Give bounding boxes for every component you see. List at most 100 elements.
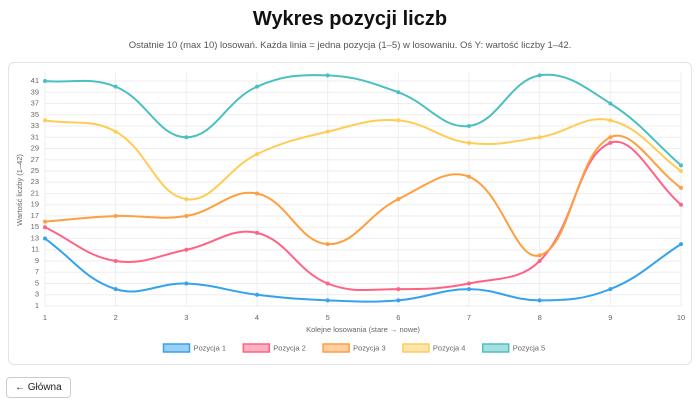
y-tick-label: 21 xyxy=(31,188,39,197)
data-point xyxy=(467,174,471,179)
data-point xyxy=(43,219,47,224)
data-point xyxy=(184,197,189,202)
y-tick-label: 13 xyxy=(31,233,39,242)
y-tick-label: 35 xyxy=(31,110,39,119)
data-point xyxy=(113,259,118,264)
x-tick-label: 5 xyxy=(326,313,330,322)
y-tick-label: 31 xyxy=(31,132,39,141)
data-point xyxy=(396,118,401,123)
x-tick-label: 3 xyxy=(184,313,188,322)
legend-swatch xyxy=(402,343,430,353)
x-tick-label: 8 xyxy=(538,313,542,322)
data-point xyxy=(467,287,471,292)
data-point xyxy=(255,191,259,196)
data-point xyxy=(467,124,471,129)
data-point xyxy=(396,197,401,202)
series-line xyxy=(44,237,682,303)
data-point xyxy=(396,298,401,303)
y-tick-label: 3 xyxy=(35,290,39,299)
data-point xyxy=(467,281,471,286)
y-tick-label: 1 xyxy=(35,301,39,310)
data-point xyxy=(43,79,47,84)
data-point xyxy=(608,140,613,145)
series-line xyxy=(44,134,682,257)
x-axis-label: Kolejne losowania (stare → nowe) xyxy=(306,325,420,334)
data-point xyxy=(43,225,47,230)
y-tick-label: 5 xyxy=(35,278,39,287)
legend-swatch xyxy=(481,343,510,353)
data-point xyxy=(113,84,118,89)
subtitle: Ostatnie 10 (max 10) losowań. Każda lini… xyxy=(128,40,572,51)
data-point xyxy=(679,163,683,168)
data-point xyxy=(537,259,542,264)
x-tick-label: 10 xyxy=(677,313,685,322)
data-point xyxy=(325,73,330,78)
legend-swatch xyxy=(162,343,191,353)
data-point xyxy=(255,84,259,89)
data-point xyxy=(608,101,613,106)
y-tick-label: 27 xyxy=(31,155,39,164)
data-point xyxy=(467,140,471,145)
data-point xyxy=(255,152,259,157)
legend-label: Pozycja 5 xyxy=(513,343,546,352)
x-tick-label: 7 xyxy=(467,313,471,322)
data-point xyxy=(679,185,683,190)
x-tick-label: 9 xyxy=(608,313,612,322)
data-point xyxy=(43,118,47,123)
data-point xyxy=(608,118,613,123)
legend-swatch xyxy=(322,343,350,353)
data-point xyxy=(537,135,542,140)
x-tick-label: 1 xyxy=(43,313,47,322)
y-tick-label: 39 xyxy=(31,87,39,96)
chart: Wartość liczby (1–42) Kolejne losowania … xyxy=(15,71,685,353)
y-tick-label: 15 xyxy=(31,222,39,231)
y-tick-label: 29 xyxy=(31,144,39,153)
legend-label: Pozycja 3 xyxy=(353,343,386,352)
back-button[interactable]: ← Główna xyxy=(6,377,71,398)
data-point xyxy=(184,247,189,252)
data-point xyxy=(679,242,683,247)
y-axis-label: Wartość liczby (1–42) xyxy=(15,154,24,226)
series-line xyxy=(44,118,682,201)
data-point xyxy=(184,135,189,140)
data-point xyxy=(396,287,401,292)
x-tick-label: 6 xyxy=(396,313,400,322)
data-point xyxy=(184,281,189,286)
legend-swatch xyxy=(242,343,271,353)
data-point xyxy=(113,287,118,292)
data-point xyxy=(608,135,613,140)
series-line xyxy=(44,73,682,167)
legend-label: Pozycja 4 xyxy=(433,343,466,352)
y-tick-label: 41 xyxy=(31,76,39,85)
data-point xyxy=(113,129,118,134)
x-tick-label: 2 xyxy=(114,313,118,322)
data-point xyxy=(537,298,542,303)
x-tick-label: 4 xyxy=(255,313,259,322)
y-tick-label: 23 xyxy=(31,177,39,186)
page-title: Wykres pozycji liczb xyxy=(252,8,448,30)
y-tick-label: 17 xyxy=(31,211,39,220)
data-point xyxy=(113,214,118,219)
data-point xyxy=(43,236,47,241)
y-tick-label: 19 xyxy=(31,200,39,209)
y-tick-label: 37 xyxy=(31,99,39,108)
y-tick-label: 25 xyxy=(31,166,39,175)
data-point xyxy=(679,202,683,207)
data-point xyxy=(325,281,330,286)
y-tick-label: 9 xyxy=(35,256,39,265)
data-point xyxy=(255,292,259,297)
chart-card xyxy=(8,62,692,365)
data-point xyxy=(608,287,613,292)
data-point xyxy=(396,90,401,95)
data-point xyxy=(679,169,683,174)
data-point xyxy=(537,253,542,258)
data-point xyxy=(537,73,542,78)
y-tick-label: 11 xyxy=(31,245,39,254)
data-point xyxy=(184,214,189,219)
legend-label: Pozycja 1 xyxy=(194,343,227,352)
data-point xyxy=(325,129,330,134)
legend-label: Pozycja 2 xyxy=(273,343,306,352)
y-tick-label: 7 xyxy=(35,267,39,276)
data-point xyxy=(255,230,259,235)
